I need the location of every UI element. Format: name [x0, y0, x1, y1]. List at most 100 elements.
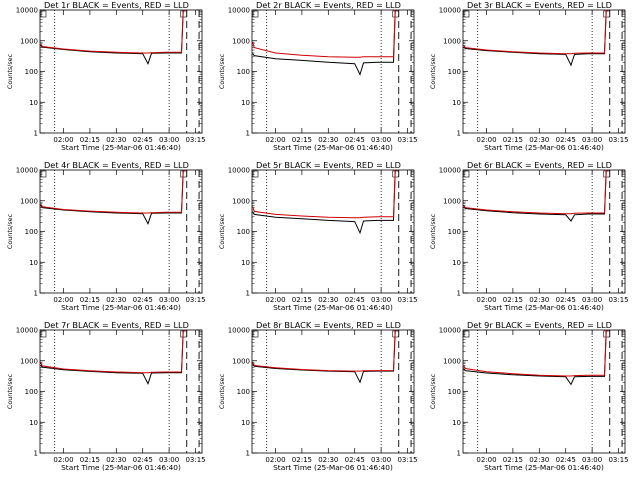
x-tick-label: 03:15	[608, 456, 628, 464]
x-tick-label: 02:30	[318, 296, 338, 304]
x-tick-label: 02:45	[133, 456, 153, 464]
x-tick-label: 03:15	[185, 296, 205, 304]
x-tick-label: 02:00	[53, 456, 73, 464]
x-tick-label: 02:30	[318, 456, 338, 464]
x-axis-label: Start Time (25-Mar-06 01:46:40)	[273, 143, 393, 152]
x-tick-label: 03:00	[582, 136, 602, 144]
y-axis-label: Counts/sec	[218, 213, 226, 249]
corner-box-right	[603, 10, 611, 18]
series-line-lld	[40, 9, 186, 54]
x-tick-label: 03:15	[397, 136, 417, 144]
series-line-events	[40, 169, 186, 225]
chart-title: Det 1r BLACK = Events, RED = LLD	[44, 0, 189, 10]
series-line-events	[252, 329, 398, 384]
y-tick-label: 10	[241, 99, 250, 107]
y-tick-label: 100	[25, 68, 38, 76]
y-tick-label: 10	[29, 259, 38, 267]
y-tick-label: 1	[246, 130, 250, 138]
x-tick-label: 02:30	[106, 456, 126, 464]
x-tick-label: 02:00	[476, 296, 496, 304]
x-axis-label: Start Time (25-Mar-06 01:46:40)	[61, 143, 181, 152]
corner-box-left	[463, 330, 470, 338]
y-tick-label: 1000	[443, 357, 461, 365]
y-axis-label: Counts/sec	[218, 53, 226, 89]
x-tick-label: 03:00	[159, 136, 179, 144]
plot-frame	[462, 329, 626, 454]
chart-panel-2: Det 2r BLACK = Events, RED = LLD 1 10 100 10…	[218, 0, 418, 152]
corner-box-left	[463, 10, 470, 18]
x-tick-label: 03:00	[159, 296, 179, 304]
y-axis-label: Counts/sec	[6, 213, 14, 249]
x-axis-label: Start Time (25-Mar-06 01:46:40)	[273, 463, 393, 472]
x-axis-label: Start Time (25-Mar-06 01:46:40)	[484, 303, 604, 312]
y-tick-label: 1000	[20, 197, 38, 205]
plot-frame	[251, 329, 415, 454]
x-tick-label: 02:15	[292, 136, 312, 144]
plot-frame	[462, 9, 626, 134]
x-tick-label: 02:45	[556, 296, 576, 304]
corner-box-right	[603, 330, 611, 338]
x-tick-label: 02:30	[106, 296, 126, 304]
series-line-events	[40, 329, 186, 385]
series-line-events	[463, 9, 609, 67]
y-tick-label: 1	[246, 290, 250, 298]
x-tick-label: 02:00	[265, 296, 285, 304]
y-tick-label: 10	[241, 259, 250, 267]
x-tick-label: 02:45	[345, 296, 365, 304]
series-line-lld	[40, 329, 186, 374]
series-line-lld	[463, 329, 609, 377]
series-line-lld	[252, 169, 398, 219]
chart-title: Det 2r BLACK = Events, RED = LLD	[256, 0, 401, 10]
series-line-lld	[463, 9, 609, 55]
y-tick-label: 1	[246, 450, 250, 458]
y-tick-label: 1	[34, 130, 38, 138]
chart-panel-7: Det 7r BLACK = Events, RED = LLD 1 10 100 10…	[6, 320, 206, 472]
y-tick-label: 10000	[16, 167, 38, 175]
chart-panel-6: Det 6r BLACK = Events, RED = LLD 1 10 100 10…	[429, 160, 629, 312]
y-tick-label: 100	[237, 228, 250, 236]
x-tick-label: 02:15	[503, 456, 523, 464]
x-tick-label: 03:15	[397, 456, 417, 464]
corner-box-left	[252, 330, 259, 338]
y-tick-label: 100	[25, 388, 38, 396]
y-tick-label: 1000	[20, 357, 38, 365]
corner-box-left	[252, 10, 259, 18]
plot-frame	[251, 169, 415, 294]
y-tick-label: 10000	[228, 327, 250, 335]
series-line-events	[463, 329, 609, 386]
y-tick-label: 1	[457, 450, 461, 458]
series-line-events	[40, 9, 186, 65]
x-tick-label: 02:30	[529, 456, 549, 464]
chart-title: Det 3r BLACK = Events, RED = LLD	[467, 0, 612, 10]
y-tick-label: 10000	[16, 327, 38, 335]
corner-box-right	[603, 170, 611, 178]
corner-box-right	[392, 330, 400, 338]
y-tick-label: 100	[25, 228, 38, 236]
chart-panel-8: Det 8r BLACK = Events, RED = LLD 1 10 100 10…	[218, 320, 418, 472]
series-line-lld	[252, 9, 398, 58]
y-tick-label: 100	[237, 388, 250, 396]
x-tick-label: 03:15	[397, 296, 417, 304]
x-tick-label: 02:45	[556, 136, 576, 144]
chart-title: Det 7r BLACK = Events, RED = LLD	[44, 320, 189, 330]
y-tick-label: 10000	[228, 7, 250, 15]
chart-panel-3: Det 3r BLACK = Events, RED = LLD 1 10 100 10…	[429, 0, 629, 152]
y-tick-label: 1000	[232, 197, 250, 205]
y-tick-label: 10000	[439, 327, 461, 335]
corner-box-right	[392, 10, 400, 18]
x-tick-label: 03:15	[185, 456, 205, 464]
y-tick-label: 100	[448, 228, 461, 236]
series-line-lld	[252, 329, 398, 372]
y-tick-label: 100	[237, 68, 250, 76]
x-tick-label: 03:15	[608, 296, 628, 304]
y-axis-label: Counts/sec	[429, 53, 437, 89]
x-tick-label: 02:15	[292, 296, 312, 304]
y-tick-label: 1000	[232, 37, 250, 45]
x-tick-label: 02:00	[53, 296, 73, 304]
y-tick-label: 10	[29, 419, 38, 427]
x-axis-label: Start Time (25-Mar-06 01:46:40)	[61, 303, 181, 312]
x-tick-label: 02:30	[529, 136, 549, 144]
x-tick-label: 03:00	[582, 296, 602, 304]
y-axis-label: Counts/sec	[429, 213, 437, 249]
y-tick-label: 1	[457, 130, 461, 138]
